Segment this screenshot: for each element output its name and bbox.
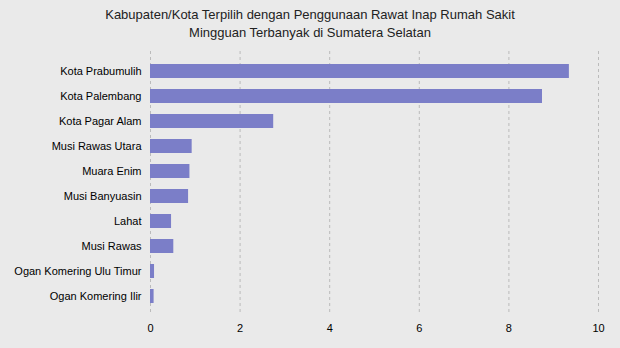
svg-text:Musi Banyuasin: Musi Banyuasin bbox=[64, 190, 142, 202]
svg-text:Lahat: Lahat bbox=[114, 215, 142, 227]
svg-text:10: 10 bbox=[592, 322, 604, 334]
svg-text:Kota Palembang: Kota Palembang bbox=[60, 90, 141, 102]
svg-text:Musi Rawas Utara: Musi Rawas Utara bbox=[52, 140, 143, 152]
svg-text:0: 0 bbox=[147, 322, 153, 334]
svg-text:Ogan Komering Ulu Timur: Ogan Komering Ulu Timur bbox=[14, 265, 141, 277]
svg-text:2: 2 bbox=[237, 322, 243, 334]
svg-text:Kota Pagar Alam: Kota Pagar Alam bbox=[59, 115, 142, 127]
svg-text:Ogan Komering Ilir: Ogan Komering Ilir bbox=[50, 290, 142, 302]
svg-text:Muara Enim: Muara Enim bbox=[82, 165, 141, 177]
svg-text:Musi Rawas: Musi Rawas bbox=[82, 240, 142, 252]
svg-text:8: 8 bbox=[506, 322, 512, 334]
svg-text:6: 6 bbox=[416, 322, 422, 334]
svg-text:Kota Prabumulih: Kota Prabumulih bbox=[60, 65, 141, 77]
svg-text:4: 4 bbox=[327, 322, 333, 334]
html-text:Kabupaten/Kota Terpilih dengan: Kabupaten/Kota Terpilih dengan Penggunaa… bbox=[105, 7, 515, 40]
